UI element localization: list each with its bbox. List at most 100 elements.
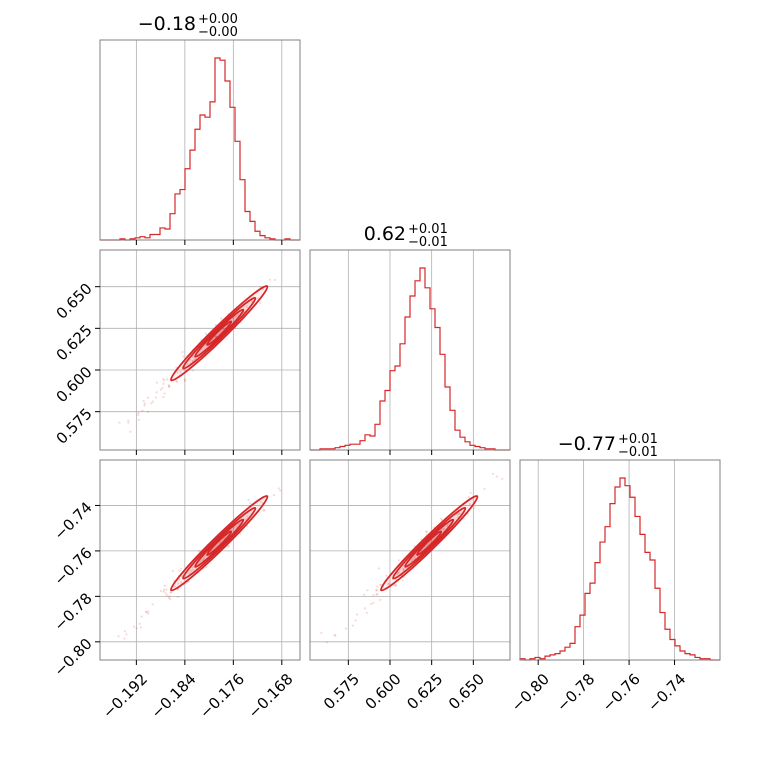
sample-point bbox=[379, 598, 382, 601]
sample-point bbox=[137, 413, 140, 416]
sample-point bbox=[188, 572, 191, 575]
title-value: −0.18 bbox=[138, 13, 196, 35]
sample-point bbox=[354, 619, 357, 622]
sample-point bbox=[142, 399, 145, 402]
sample-point bbox=[491, 472, 495, 475]
sample-point bbox=[163, 379, 166, 382]
x-tick-label: −0.78 bbox=[553, 670, 598, 715]
sample-point bbox=[376, 585, 379, 588]
sample-point bbox=[176, 380, 179, 383]
sample-point bbox=[456, 513, 459, 516]
histogram-panel-1: 0.62 +0.01−0.01 bbox=[309, 222, 511, 455]
sample-point bbox=[175, 379, 178, 382]
sample-point bbox=[164, 592, 167, 595]
sample-point bbox=[169, 598, 172, 601]
title-value: −0.77 bbox=[558, 433, 616, 455]
y-tick-label: 0.625 bbox=[53, 321, 96, 364]
sample-point bbox=[161, 386, 164, 389]
sample-point bbox=[233, 526, 236, 529]
sample-point bbox=[401, 579, 404, 582]
sample-point bbox=[396, 572, 399, 575]
sample-point bbox=[279, 489, 282, 492]
sample-point bbox=[118, 421, 121, 424]
sample-point bbox=[259, 500, 262, 503]
sample-point bbox=[402, 569, 405, 572]
sample-point bbox=[182, 355, 185, 358]
sample-point bbox=[72, 679, 74, 681]
sample-point bbox=[394, 584, 397, 587]
density-contour bbox=[182, 296, 257, 370]
sample-point bbox=[469, 491, 472, 494]
sample-point bbox=[262, 509, 265, 512]
sample-point bbox=[309, 665, 311, 667]
sample-point bbox=[166, 594, 169, 597]
sample-point bbox=[159, 388, 163, 391]
sample-point bbox=[247, 498, 250, 502]
density-contour bbox=[392, 506, 467, 580]
sample-point bbox=[137, 418, 140, 421]
sample-point bbox=[401, 567, 405, 570]
sample-point bbox=[162, 588, 166, 591]
sample-point bbox=[204, 332, 207, 335]
sample-point bbox=[214, 335, 217, 338]
sample-point bbox=[325, 641, 329, 644]
sample-point bbox=[227, 545, 231, 548]
x-tick-label: −0.80 bbox=[508, 670, 553, 715]
panel-title-0: −0.18 +0.00−0.00 bbox=[138, 12, 238, 40]
sample-point bbox=[191, 568, 194, 571]
sample-point bbox=[147, 410, 150, 413]
histogram-panel-0: −0.18 +0.00−0.00 bbox=[99, 12, 301, 245]
sample-point bbox=[442, 528, 446, 531]
sample-point bbox=[387, 582, 390, 585]
sample-point bbox=[154, 396, 158, 399]
y-tick-label: 0.575 bbox=[53, 405, 96, 448]
sample-point bbox=[457, 511, 460, 515]
histogram-step bbox=[100, 57, 300, 241]
sample-point bbox=[162, 382, 165, 385]
sample-point bbox=[186, 363, 189, 366]
density-panel-2-1 bbox=[309, 459, 511, 667]
sample-point bbox=[168, 385, 171, 389]
sample-point bbox=[425, 530, 428, 533]
sample-point bbox=[473, 506, 476, 509]
sample-point bbox=[141, 409, 144, 412]
title-minus: −0.01 bbox=[618, 445, 658, 460]
sample-point bbox=[151, 603, 154, 606]
sample-point bbox=[375, 589, 378, 592]
title-plus: +0.01 bbox=[408, 222, 448, 237]
sample-point bbox=[245, 305, 248, 308]
sample-point bbox=[191, 565, 194, 569]
sample-point bbox=[378, 583, 382, 586]
sample-point bbox=[413, 556, 416, 559]
sample-point bbox=[235, 315, 238, 318]
x-tick-label: −0.76 bbox=[599, 670, 644, 715]
sample-point bbox=[163, 584, 166, 587]
density-contour bbox=[182, 506, 257, 580]
sample-point bbox=[246, 515, 249, 518]
x-tick-label: −0.176 bbox=[196, 670, 248, 722]
sample-point bbox=[176, 582, 180, 585]
sample-point bbox=[127, 421, 130, 424]
sample-point bbox=[375, 589, 378, 592]
density-content bbox=[72, 487, 282, 681]
sample-point bbox=[356, 613, 359, 616]
sample-point bbox=[377, 567, 380, 570]
sample-point bbox=[180, 567, 183, 570]
title-minus: −0.01 bbox=[408, 235, 448, 250]
sample-point bbox=[366, 589, 369, 592]
sample-point bbox=[495, 475, 498, 478]
sample-point bbox=[168, 385, 171, 388]
x-tick-label: 0.575 bbox=[320, 670, 363, 713]
histogram-step bbox=[310, 267, 510, 451]
sample-point bbox=[135, 627, 138, 630]
density-contour bbox=[206, 320, 233, 346]
sample-point bbox=[214, 335, 218, 338]
x-tick-label: −0.168 bbox=[245, 670, 297, 722]
sample-point bbox=[138, 622, 141, 625]
sample-point bbox=[205, 566, 208, 569]
sample-point bbox=[365, 611, 368, 614]
sample-point bbox=[183, 378, 186, 381]
sample-point bbox=[268, 278, 271, 281]
sample-point bbox=[428, 541, 432, 544]
panel-frame bbox=[99, 249, 301, 451]
